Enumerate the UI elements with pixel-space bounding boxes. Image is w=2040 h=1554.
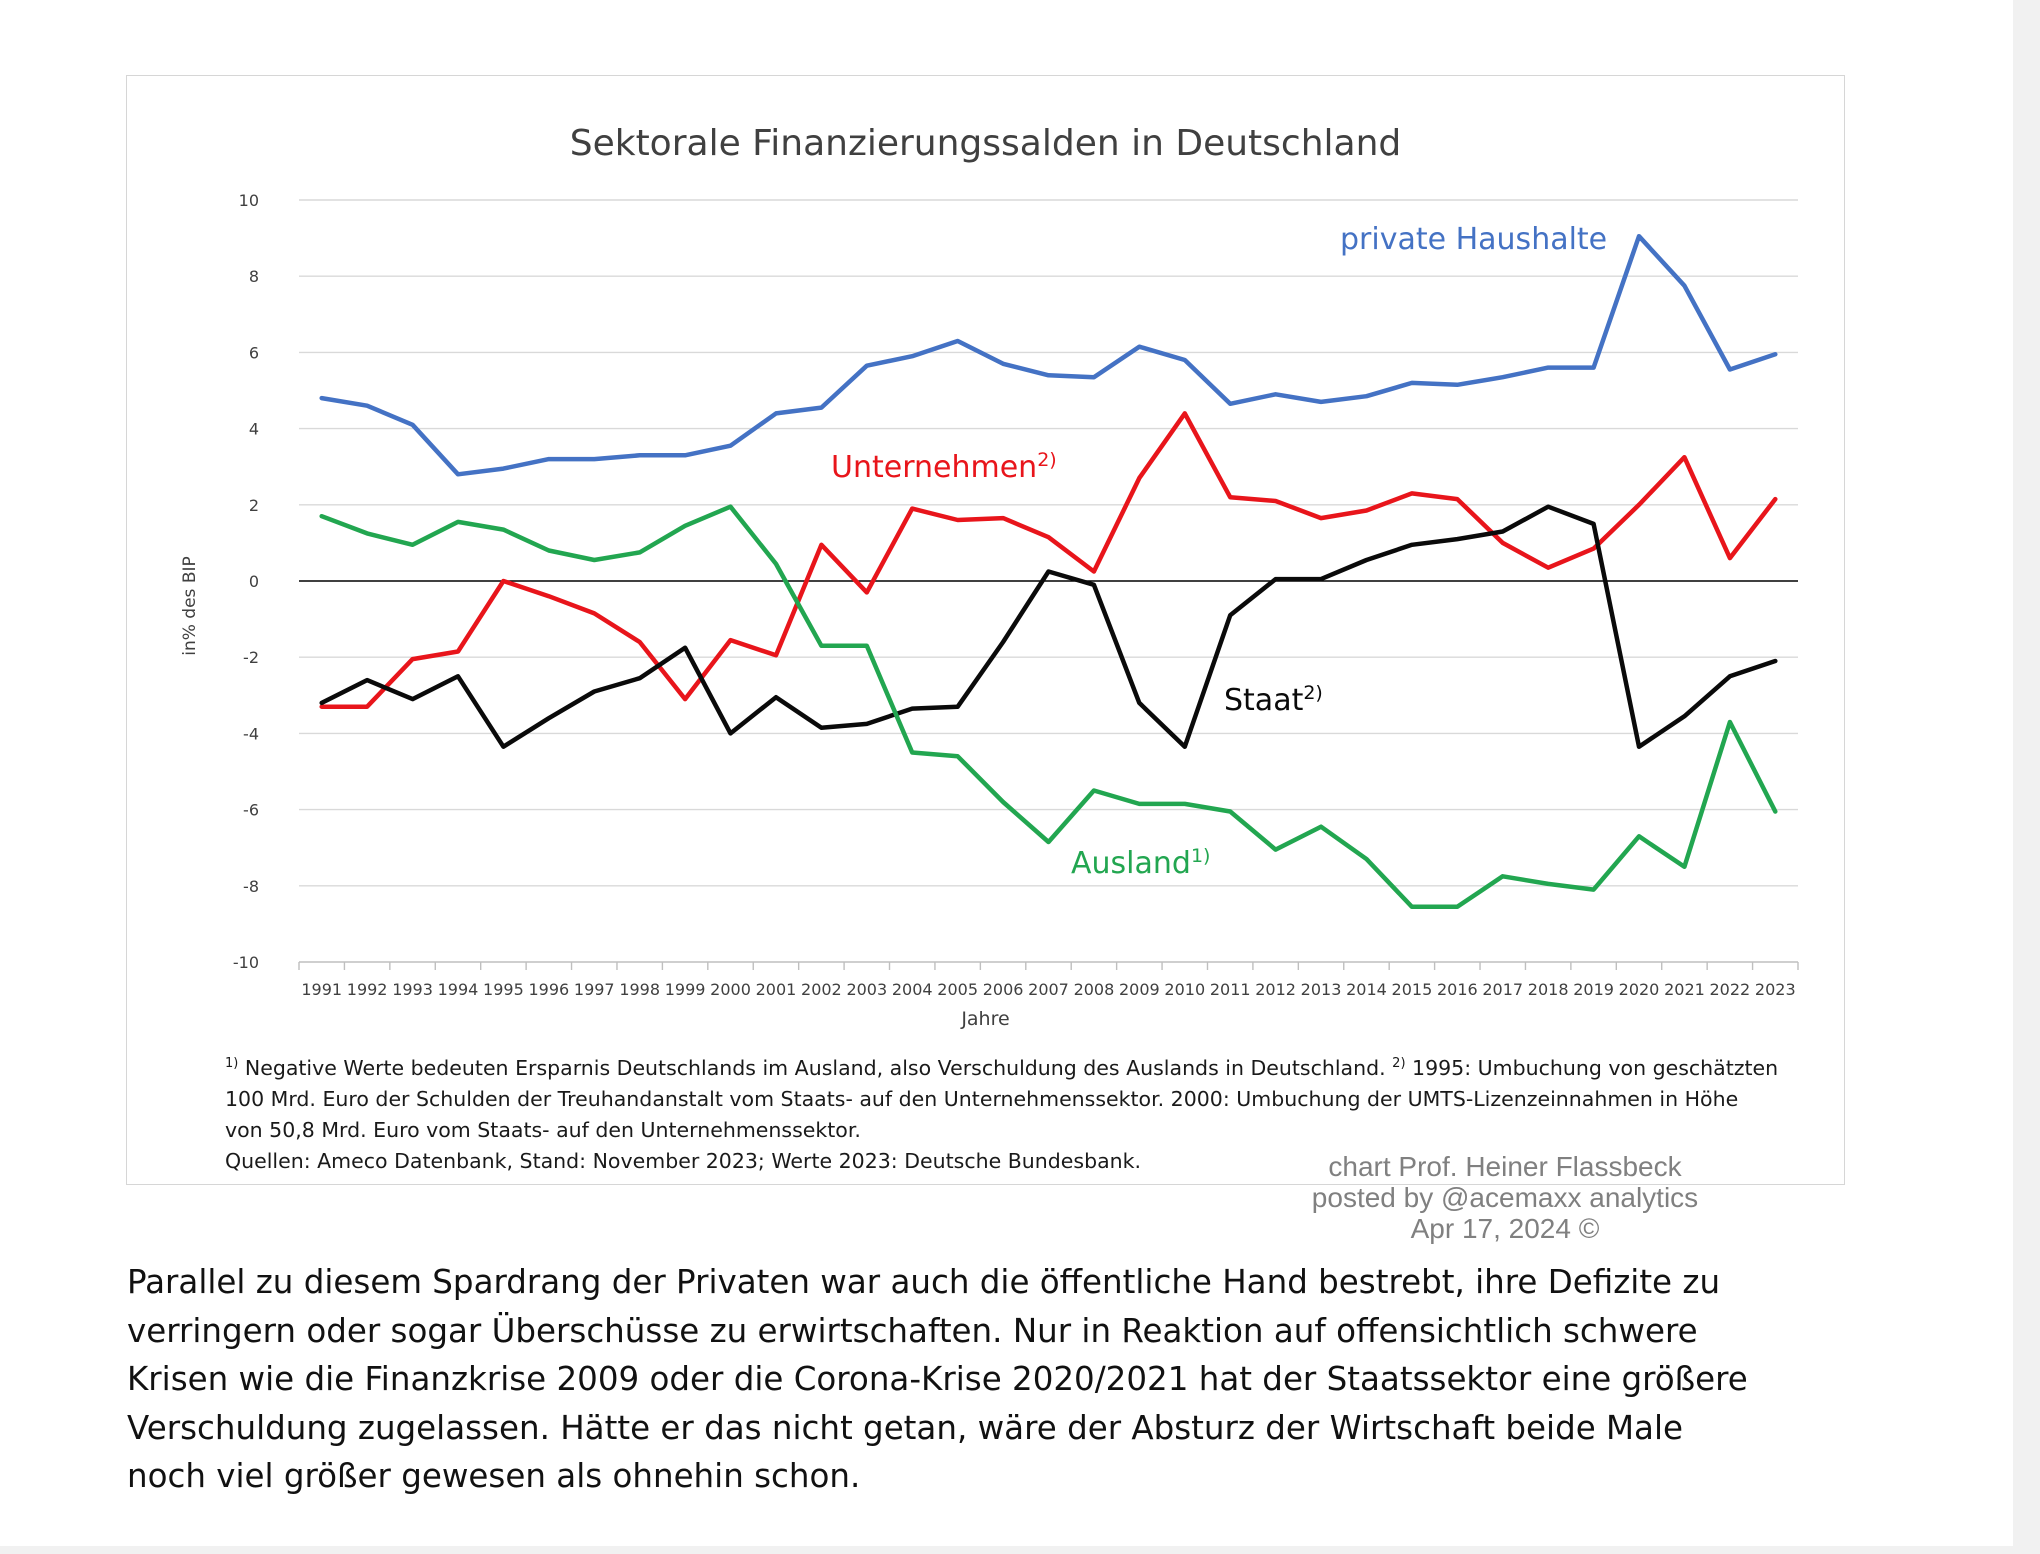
credit-author: chart Prof. Heiner Flassbeck	[1328, 1151, 1682, 1182]
x-tick-label: 2021	[1664, 980, 1705, 999]
x-tick-label: 1992	[347, 980, 388, 999]
chart-title: Sektorale Finanzierungssalden in Deutsch…	[569, 123, 1402, 164]
footnote-line-3: von 50,8 Mrd. Euro vom Staats- auf den U…	[225, 1117, 861, 1142]
y-tick-label: 8	[249, 267, 259, 286]
series-line-unternehmen	[319, 411, 1778, 709]
x-tick-label: 2001	[756, 980, 797, 999]
y-tick-label: 4	[249, 420, 259, 439]
series-label-private-haushalte: private Haushalte	[1340, 222, 1607, 257]
x-tick-label: 2014	[1346, 980, 1387, 999]
footnote-line-4: Quellen: Ameco Datenbank, Stand: Novembe…	[225, 1148, 1142, 1173]
series-label-ausland: Ausland1)	[1071, 845, 1210, 881]
x-tick-label: 2002	[801, 980, 842, 999]
paragraph-line: Parallel zu diesem Spardrang der Private…	[127, 1263, 1721, 1301]
x-tick-label: 2017	[1482, 980, 1523, 999]
y-tick-label: 2	[249, 496, 259, 515]
credit-date: Apr 17, 2024 ©	[1410, 1213, 1600, 1244]
series-line-staat	[319, 504, 1778, 749]
x-tick-label: 2012	[1255, 980, 1296, 999]
y-tick-label: 10	[239, 191, 259, 210]
series-label-unternehmen: Unternehmen2)	[831, 449, 1057, 485]
y-tick-label: -2	[243, 648, 259, 667]
x-tick-label: 2005	[937, 980, 978, 999]
x-tick-label: 2006	[983, 980, 1024, 999]
x-axis-label: Jahre	[961, 1008, 1010, 1030]
y-tick-label: -4	[243, 724, 259, 743]
y-tick-label: -8	[243, 877, 259, 896]
credit-posted-by: posted by @acemaxx analytics	[1311, 1182, 1699, 1213]
paragraph-line: verringern oder sogar Überschüsse zu erw…	[127, 1311, 1698, 1350]
paragraph-line: Verschuldung zugelassen. Hätte er das ni…	[127, 1408, 1684, 1447]
x-tick-label: 1997	[574, 980, 615, 999]
paragraph-line: Krisen wie die Finanzkrise 2009 oder die…	[127, 1360, 1748, 1398]
footnote-line-1: 1) Negative Werte bedeuten Ersparnis Deu…	[225, 1055, 1779, 1080]
chart-credit: chart Prof. Heiner Flassbeck posted by @…	[1255, 1151, 1755, 1244]
x-tick-label: 2016	[1437, 980, 1478, 999]
x-tick-label: 1991	[301, 980, 342, 999]
x-tick-label: 2011	[1210, 980, 1251, 999]
x-tick-label: 2004	[892, 980, 933, 999]
x-tick-label: 1998	[619, 980, 660, 999]
y-tick-label: -6	[243, 801, 259, 820]
chart-figure: Sektorale Finanzierungssalden in Deutsch…	[126, 75, 1845, 1185]
x-tick-label: 1996	[528, 980, 569, 999]
x-tick-label: 2018	[1528, 980, 1569, 999]
series-line-private-haushalte	[319, 233, 1778, 477]
x-tick-label: 1999	[665, 980, 706, 999]
x-tick-label: 2003	[846, 980, 887, 999]
x-tick-label: 1993	[392, 980, 433, 999]
x-tick-label: 2022	[1710, 980, 1751, 999]
chart-footnotes: 1) Negative Werte bedeuten Ersparnis Deu…	[225, 1048, 1825, 1177]
x-tick-label: 2007	[1028, 980, 1069, 999]
series-line-ausland	[319, 504, 1778, 910]
x-tick-label: 1994	[438, 980, 479, 999]
x-tick-label: 1995	[483, 980, 524, 999]
series-label-staat: Staat2)	[1224, 682, 1323, 718]
x-tick-label: 2000	[710, 980, 751, 999]
paragraph-line: noch viel größer gewesen als ohnehin sch…	[127, 1457, 861, 1495]
x-tick-label: 2009	[1119, 980, 1160, 999]
article-paragraph: Parallel zu diesem Spardrang der Private…	[127, 1258, 1997, 1501]
footnote-line-2: 100 Mrd. Euro der Schulden der Treuhanda…	[225, 1086, 1739, 1111]
y-tick-label: 6	[249, 343, 259, 362]
x-tick-label: 2015	[1392, 980, 1433, 999]
x-tick-label: 2010	[1164, 980, 1205, 999]
x-tick-label: 2023	[1755, 980, 1796, 999]
y-tick-label: 0	[249, 572, 259, 591]
x-tick-label: 2020	[1619, 980, 1660, 999]
x-tick-label: 2019	[1573, 980, 1614, 999]
x-tick-label: 2008	[1074, 980, 1115, 999]
x-tick-label: 2013	[1301, 980, 1342, 999]
y-tick-label: -10	[233, 953, 259, 972]
